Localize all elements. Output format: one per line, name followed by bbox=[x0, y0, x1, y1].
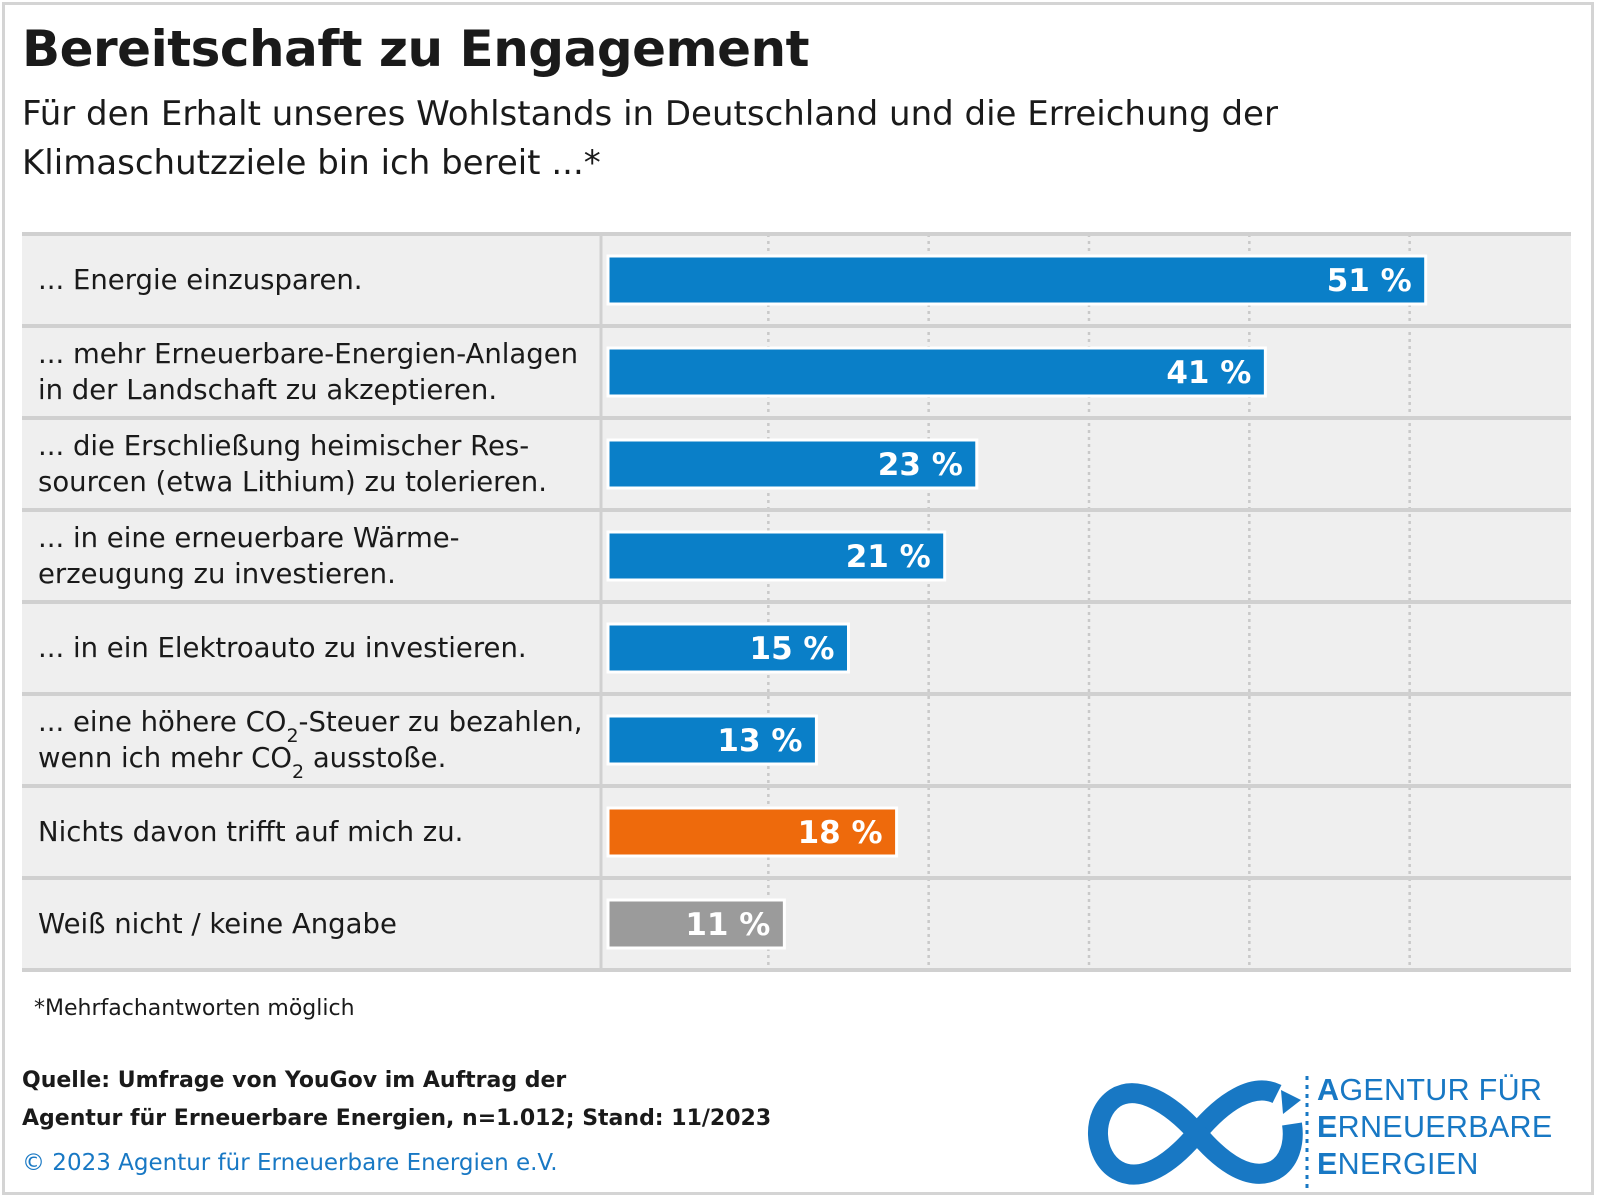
source-line-1: Quelle: Umfrage von YouGov im Auftrag de… bbox=[22, 1068, 567, 1093]
category-label: in der Landschaft zu akzeptieren. bbox=[38, 374, 497, 406]
category-label: ... mehr Erneuerbare-Energien-Anlagen bbox=[38, 338, 578, 370]
source-note: Quelle: Umfrage von YouGov im Auftrag de… bbox=[22, 1062, 822, 1138]
category-label: ... die Erschließung heimischer Res- bbox=[38, 430, 529, 462]
category-label: Nichts davon trifft auf mich zu. bbox=[38, 816, 463, 848]
category-label: Weiß nicht / keine Angabe bbox=[38, 908, 397, 940]
source-line-2: Agentur für Erneuerbare Energien, n=1.01… bbox=[22, 1106, 772, 1131]
bar-chart: 51 % ... Energie einzusparen. 41 % ... mehr… bbox=[22, 232, 1571, 972]
bar bbox=[606, 622, 850, 674]
category-label: wenn ich mehr CO2 ausstoße. bbox=[38, 742, 446, 783]
logo-wordmark: AGENTUR FÜR ERNEUERBARE ENERGIEN bbox=[1317, 1072, 1553, 1183]
category-label: ... in ein Elektroauto zu investieren. bbox=[38, 632, 527, 664]
bar bbox=[606, 898, 786, 950]
bar bbox=[606, 346, 1267, 398]
logo-line-1: AGENTUR FÜR bbox=[1317, 1073, 1543, 1107]
row-background bbox=[22, 878, 1571, 970]
category-label: sourcen (etwa Lithium) zu tolerieren. bbox=[38, 466, 547, 498]
footnote: *Mehrfachantworten möglich bbox=[34, 996, 355, 1021]
value-label: 23 % bbox=[878, 447, 963, 483]
value-label: 11 % bbox=[685, 907, 770, 943]
category-label: ... in eine erneuerbare Wärme- bbox=[38, 522, 460, 554]
copyright-note: © 2023 Agentur für Erneuerbare Energien … bbox=[22, 1150, 558, 1176]
value-label: 21 % bbox=[846, 539, 931, 575]
bar bbox=[606, 438, 979, 490]
chart-subtitle: Für den Erhalt unseres Wohlstands in Deu… bbox=[22, 94, 1278, 183]
bar bbox=[606, 714, 818, 766]
logo-line-3: ENERGIEN bbox=[1317, 1147, 1479, 1181]
category-label: ... Energie einzusparen. bbox=[38, 264, 363, 296]
bar bbox=[606, 806, 899, 858]
value-label: 51 % bbox=[1327, 263, 1412, 299]
value-label: 15 % bbox=[750, 631, 835, 667]
value-label: 41 % bbox=[1166, 355, 1251, 391]
bar bbox=[606, 530, 947, 582]
category-label: erzeugung zu investieren. bbox=[38, 558, 396, 590]
infinity-logo-icon bbox=[1088, 1076, 1309, 1188]
category-label: ... eine höhere CO2-Steuer zu bezahlen, bbox=[38, 706, 582, 747]
bar bbox=[606, 254, 1428, 306]
chart-title: Bereitschaft zu Engagement bbox=[22, 20, 810, 78]
value-label: 13 % bbox=[717, 723, 802, 759]
aee-logo: AGENTUR FÜR ERNEUERBARE ENERGIEN bbox=[1085, 1070, 1575, 1195]
logo-line-2: ERNEUERBARE bbox=[1317, 1110, 1553, 1144]
value-label: 18 % bbox=[798, 815, 883, 851]
